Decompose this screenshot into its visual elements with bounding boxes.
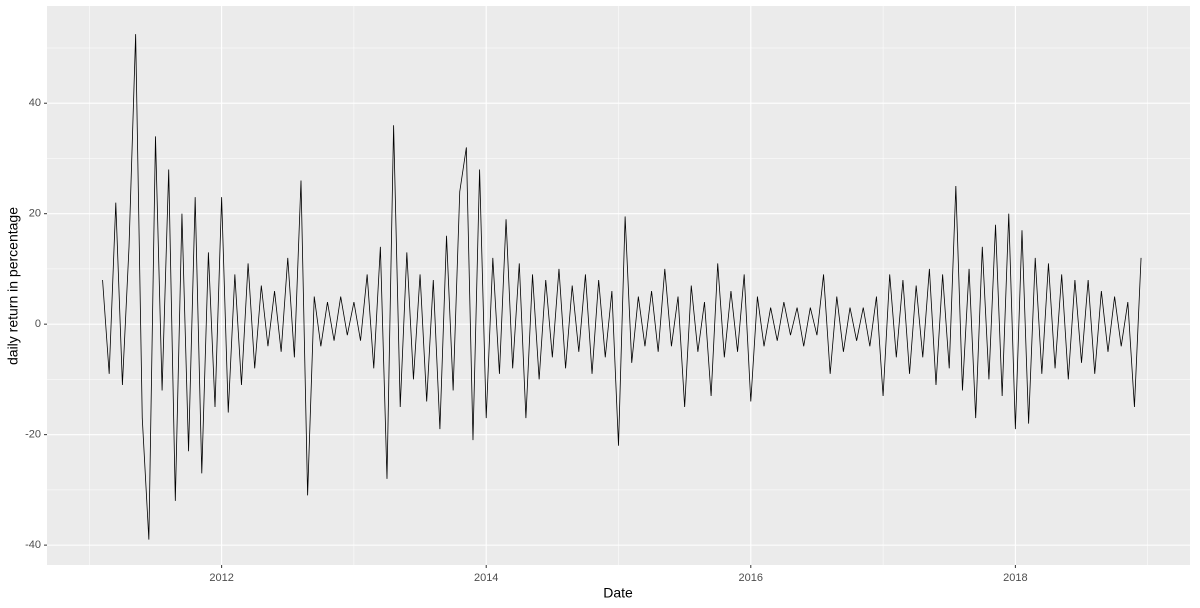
x-tick-label: 2014 xyxy=(474,572,498,584)
y-tick-label: 20 xyxy=(29,208,41,220)
y-tick-label: 0 xyxy=(35,318,41,330)
x-tick-label: 2012 xyxy=(209,572,233,584)
y-tick-label: -20 xyxy=(25,429,41,441)
y-tick-label: 40 xyxy=(29,97,41,109)
y-tick-label: -40 xyxy=(25,539,41,551)
x-tick-label: 2016 xyxy=(739,572,763,584)
y-axis-title: daily return in percentage xyxy=(5,207,21,365)
x-axis-title: Date xyxy=(603,585,633,601)
x-tick-label: 2018 xyxy=(1003,572,1027,584)
data-line xyxy=(102,34,1142,540)
